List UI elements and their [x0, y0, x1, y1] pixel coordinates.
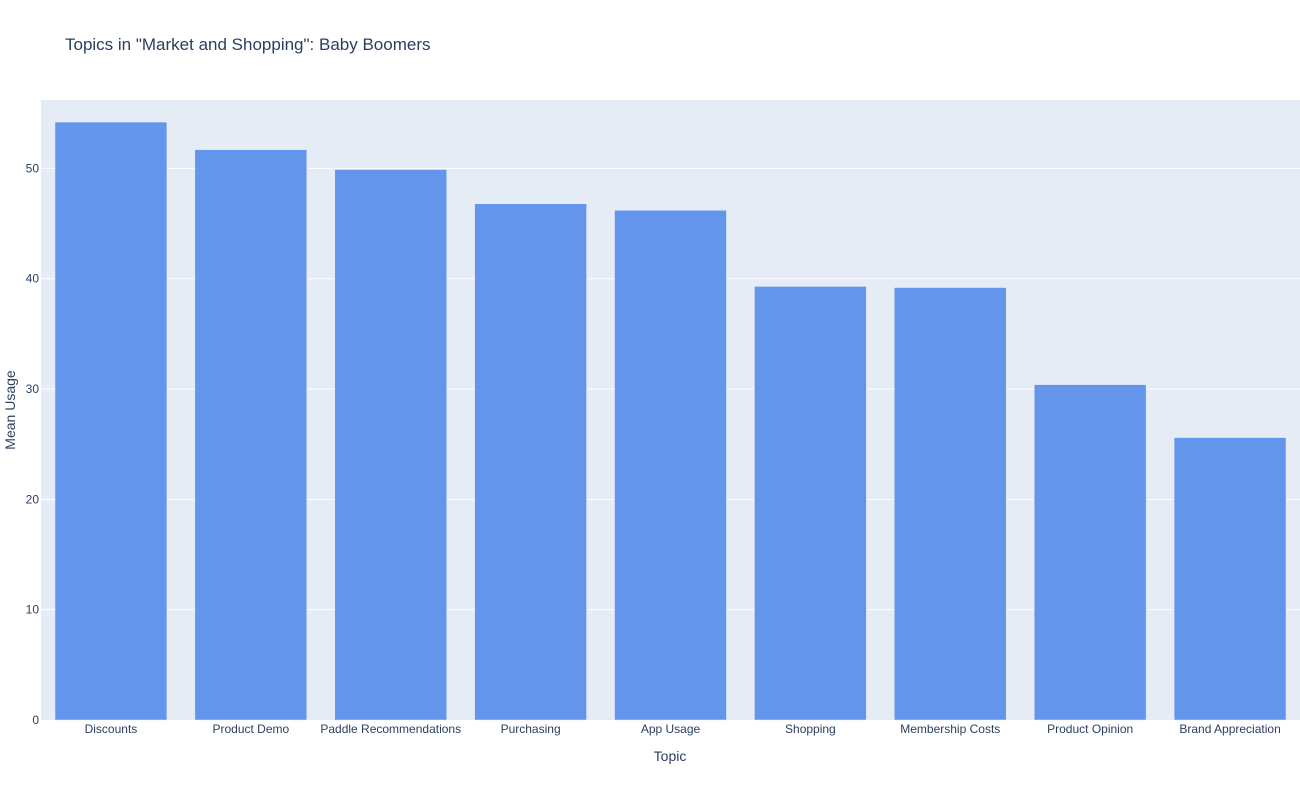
x-tick-label: Purchasing	[501, 722, 561, 736]
x-tick-label: Membership Costs	[900, 722, 1000, 736]
bar	[334, 169, 447, 721]
bar	[474, 203, 587, 721]
x-tick-label: Product Demo	[212, 722, 289, 736]
y-tick-label: 0	[32, 713, 39, 727]
y-axis-ticks: 0 10 20 30 40 50	[26, 161, 40, 727]
bar	[1173, 437, 1287, 721]
chart-title: Topics in "Market and Shopping": Baby Bo…	[65, 35, 430, 54]
bar	[754, 286, 867, 721]
y-tick-label: 20	[26, 492, 40, 506]
y-tick-label: 40	[26, 272, 40, 286]
bar	[614, 210, 727, 721]
x-tick-label: Shopping	[785, 722, 836, 736]
y-tick-label: 30	[26, 382, 40, 396]
x-tick-label: App Usage	[641, 722, 701, 736]
x-axis-ticks: Discounts Product Demo Paddle Recommendati…	[85, 722, 1281, 736]
x-axis-title: Topic	[654, 748, 687, 764]
y-tick-label: 10	[26, 603, 40, 617]
x-tick-label: Product Opinion	[1047, 722, 1133, 736]
x-tick-label: Discounts	[85, 722, 138, 736]
bars	[54, 121, 1287, 721]
bar	[54, 121, 168, 721]
y-axis-title: Mean Usage	[2, 370, 18, 450]
bar	[194, 149, 308, 721]
y-tick-label: 50	[26, 161, 40, 175]
x-tick-label: Paddle Recommendations	[320, 722, 461, 736]
bar	[1033, 384, 1147, 721]
bar	[894, 287, 1007, 721]
x-tick-label: Brand Appreciation	[1179, 722, 1280, 736]
